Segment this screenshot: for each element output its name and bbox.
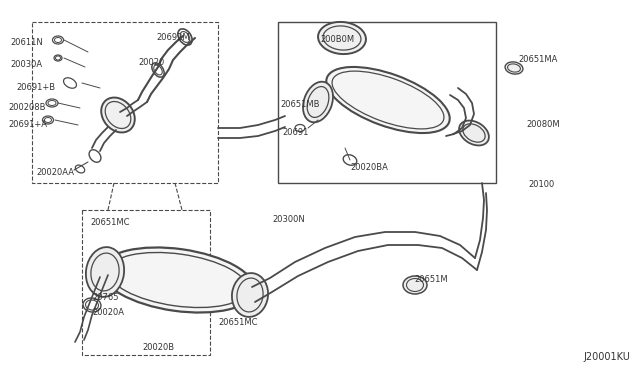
Text: 20765: 20765 bbox=[92, 293, 118, 302]
Text: 20020B: 20020B bbox=[142, 343, 174, 352]
Text: J20001KU: J20001KU bbox=[583, 352, 630, 362]
Text: 20020A: 20020A bbox=[92, 308, 124, 317]
Ellipse shape bbox=[101, 97, 135, 132]
Text: 20691: 20691 bbox=[282, 128, 308, 137]
Text: 200208B: 200208B bbox=[8, 103, 45, 112]
Ellipse shape bbox=[318, 22, 366, 54]
Text: 20020AA: 20020AA bbox=[36, 168, 74, 177]
Bar bbox=[32, 22, 218, 183]
Ellipse shape bbox=[326, 67, 450, 133]
Text: 20651MB: 20651MB bbox=[280, 100, 319, 109]
Ellipse shape bbox=[459, 121, 489, 145]
Ellipse shape bbox=[86, 247, 124, 297]
Text: 200B0M: 200B0M bbox=[320, 35, 354, 44]
Text: 20020BA: 20020BA bbox=[350, 163, 388, 172]
Text: 20651MC: 20651MC bbox=[218, 318, 257, 327]
Text: 20651MC: 20651MC bbox=[90, 218, 129, 227]
Text: 20651MA: 20651MA bbox=[518, 55, 557, 64]
Text: 20080M: 20080M bbox=[526, 120, 559, 129]
Text: 20020: 20020 bbox=[138, 58, 164, 67]
Text: 20691+A: 20691+A bbox=[8, 120, 47, 129]
Text: 20300N: 20300N bbox=[272, 215, 305, 224]
Text: 20692M: 20692M bbox=[156, 33, 189, 42]
Ellipse shape bbox=[303, 82, 333, 122]
Text: 20611N: 20611N bbox=[10, 38, 43, 47]
Bar bbox=[82, 210, 210, 355]
Text: 20691+B: 20691+B bbox=[16, 83, 55, 92]
Ellipse shape bbox=[403, 276, 427, 294]
Text: 20030A: 20030A bbox=[10, 60, 42, 69]
Ellipse shape bbox=[232, 273, 268, 317]
Text: 20651M: 20651M bbox=[414, 275, 447, 284]
Bar bbox=[278, 22, 496, 183]
Text: 20100: 20100 bbox=[528, 180, 554, 189]
Ellipse shape bbox=[101, 247, 255, 312]
Ellipse shape bbox=[505, 62, 523, 74]
